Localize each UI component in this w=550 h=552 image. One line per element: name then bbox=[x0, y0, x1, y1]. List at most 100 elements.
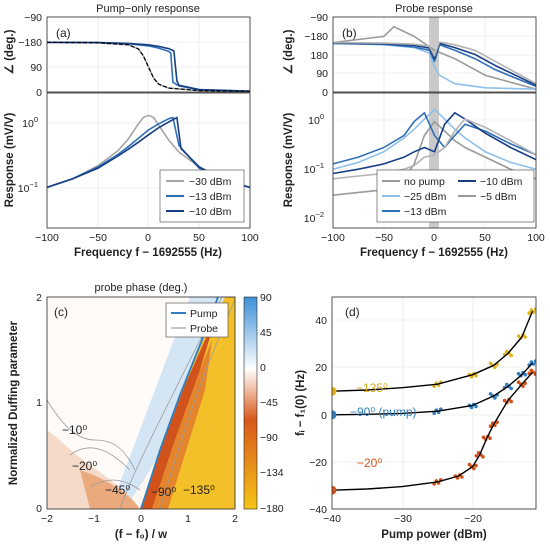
panel-c-xlabel: (f − f₀) / w bbox=[115, 529, 167, 541]
panel-c-xtick-5: 2 bbox=[232, 513, 238, 525]
panel-c-colorbar: 90 45 0 −45 −90 −134 −180 bbox=[243, 292, 284, 515]
panel-b-title: Probe response bbox=[395, 3, 473, 15]
panel-b-amp-ytick-2: 10−1 bbox=[304, 161, 324, 176]
amp-line-4 bbox=[333, 112, 536, 175]
scatter-point bbox=[509, 386, 513, 391]
panel-a-phase-ytick-4: 0 bbox=[36, 87, 42, 99]
colorbar-tick-4: −45 bbox=[260, 397, 278, 409]
panel-b-legend-3: −25 dBm bbox=[404, 191, 447, 203]
panel-b-xtick-1: −100 bbox=[321, 232, 345, 244]
phase-line-1 bbox=[333, 25, 536, 90]
panel-d-ylabel: fᵢ − f₁(0) (Hz) bbox=[295, 370, 307, 436]
panel-c-ytick-3: 2 bbox=[36, 292, 42, 304]
scatter-point bbox=[474, 373, 478, 378]
fit-line-1 bbox=[332, 310, 534, 392]
panel-a-xlabel: Frequency f − 1692555 (Hz) bbox=[74, 247, 222, 259]
panel-c-xtick-4: 1 bbox=[185, 513, 191, 525]
panel-b-phase-ylabel: ∠ (deg.) bbox=[283, 29, 295, 74]
panel-a-phase-ytick-2: −180 bbox=[18, 37, 42, 49]
scatter-point bbox=[488, 436, 492, 441]
colorbar-tick-7: −180 bbox=[260, 503, 284, 515]
panel-c-ytick-2: 1 bbox=[36, 397, 42, 409]
panel-c-frame bbox=[46, 296, 236, 510]
panel-b-legend: no pump −10 dBm −25 dBm −5 dBm −13 dBm bbox=[376, 169, 535, 223]
panel-a-xtick-3: 0 bbox=[145, 232, 151, 244]
panel-b-legend-1: no pump bbox=[404, 176, 445, 188]
panel-b-xtick-5: 100 bbox=[527, 232, 545, 244]
panel-d-ytick-4: −20 bbox=[309, 457, 327, 469]
panel-d: (d) −135⁰ −90⁰ (pump) −20⁰ 40 20 0 −20 −… bbox=[295, 296, 537, 541]
panel-d-label: (d) bbox=[345, 305, 360, 319]
scatter-point bbox=[509, 399, 513, 404]
scatter-point bbox=[531, 362, 536, 366]
panel-b-legend-4: −5 dBm bbox=[480, 191, 517, 203]
panel-c-ylabel: Normalized Duffing parameter bbox=[8, 320, 20, 485]
panel-d-xtick-3: −20 bbox=[464, 513, 482, 525]
amp-line-2 bbox=[333, 108, 536, 170]
scatter-point bbox=[481, 455, 485, 459]
panel-a-xtick-5: 100 bbox=[241, 232, 259, 244]
panel-d-curve-label-2: −90⁰ (pump) bbox=[350, 405, 417, 419]
panel-c-contour-2: −20⁰ bbox=[72, 459, 97, 473]
scatter-point bbox=[493, 365, 497, 370]
panel-b-legend-5: −13 dBm bbox=[404, 206, 447, 218]
panel-c: probe phase (deg.) (c) −10⁰ −20⁰ −45⁰ −9… bbox=[8, 282, 284, 541]
panel-a-legend-2: −13 dBm bbox=[189, 191, 232, 203]
panel-c-contour-1: −10⁰ bbox=[62, 423, 87, 437]
panel-b-phase-lines bbox=[333, 25, 536, 90]
amp-line-3 bbox=[333, 112, 536, 165]
panel-c-title: probe phase (deg.) bbox=[95, 282, 188, 294]
colorbar-tick-5: −90 bbox=[260, 432, 278, 444]
panel-c-xtick-2: −1 bbox=[88, 513, 100, 525]
panel-a-phase-lines bbox=[47, 41, 250, 92]
colorbar-tick-6: −134 bbox=[260, 467, 284, 479]
panel-a-phase-ytick-3: 90 bbox=[30, 62, 42, 74]
panel-b-phase-ytick-1: −90 bbox=[310, 12, 328, 24]
panel-a: Pump−only response (a) −90 −180 90 0 ∠ (… bbox=[4, 3, 259, 259]
scatter-point bbox=[469, 405, 474, 410]
panel-d-series bbox=[332, 307, 536, 495]
scatter-point bbox=[460, 475, 464, 479]
scatter-point bbox=[474, 404, 478, 409]
fit-line-2 bbox=[332, 362, 534, 416]
panel-c-xtick-3: 0 bbox=[138, 513, 144, 525]
panel-a-amp-ylabel: Response (mV/V) bbox=[4, 113, 16, 208]
panel-a-phase-frame bbox=[46, 16, 251, 93]
panel-d-curve-label-1: −135⁰ bbox=[356, 381, 388, 395]
panel-a-phase-ylabel: ∠ (deg.) bbox=[4, 29, 16, 74]
panel-a-phase-grid bbox=[47, 17, 250, 92]
panel-b-xtick-2: −50 bbox=[375, 232, 393, 244]
panel-c-contour-3: −45⁰ bbox=[105, 483, 130, 497]
scatter-point bbox=[432, 411, 437, 416]
panel-d-frame bbox=[331, 296, 537, 510]
panel-a-xtick-4: 50 bbox=[193, 232, 205, 244]
panel-d-xtick-1: −40 bbox=[323, 513, 341, 525]
scatter-point bbox=[534, 372, 536, 377]
panel-b-amp-band bbox=[429, 93, 439, 228]
panel-c-legend: Pump Probe bbox=[165, 302, 229, 338]
panel-a-legend-1: −30 dBm bbox=[189, 176, 232, 188]
panel-c-contour-5: −135⁰ bbox=[183, 483, 215, 497]
scatter-point bbox=[523, 335, 527, 339]
panel-d-xtick-2: −30 bbox=[394, 513, 412, 525]
phase-line-3 bbox=[47, 41, 250, 92]
scatter-point bbox=[493, 396, 497, 400]
series-start-marker bbox=[332, 485, 337, 495]
panel-b-amp-ylabel: Response (mV/V) bbox=[283, 113, 295, 208]
panel-b-phase-frame bbox=[332, 16, 537, 93]
panel-a-amp-lines bbox=[47, 114, 250, 189]
fit-line-3 bbox=[332, 371, 534, 491]
panel-b-phase-ytick-2: −180 bbox=[304, 31, 328, 43]
panel-a-phase-ytick-1: −90 bbox=[24, 12, 42, 24]
panel-c-legend-1: Pump bbox=[190, 308, 218, 320]
panel-c-contour-4: −90⁰ bbox=[151, 485, 176, 499]
panel-a-amp-frame bbox=[46, 92, 251, 229]
panel-d-ytick-3: 0 bbox=[321, 410, 327, 422]
panel-b-legend-2: −10 dBm bbox=[480, 176, 523, 188]
panel-a-amp-ytick-1: 100 bbox=[22, 115, 38, 130]
panel-a-xtick-1: −100 bbox=[35, 232, 59, 244]
scatter-point bbox=[534, 307, 536, 311]
scatter-point bbox=[472, 466, 476, 471]
scatter-point bbox=[474, 463, 478, 468]
